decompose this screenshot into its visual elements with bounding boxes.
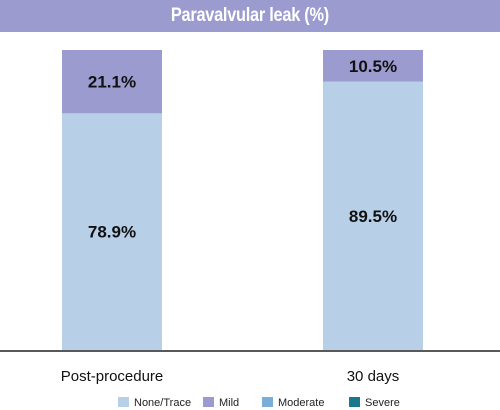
chart-title-bar: Paravalvular leak (%) [0,0,500,32]
legend-swatch-moderate [262,397,273,407]
x-tick-label: Post-procedure [61,368,164,385]
legend-label: Mild [219,397,239,409]
data-label: 21.1% [88,73,136,92]
data-label: 78.9% [88,223,136,242]
data-label: 10.5% [349,57,397,76]
bar-segment-mild-1 [62,50,162,114]
bar-segment-mild-2 [323,50,423,82]
legend-swatch-severe [349,397,360,407]
chart-title: Paravalvular leak (%) [170,5,330,26]
legend-label: Moderate [278,397,324,409]
legend-swatch-none-trace [118,397,129,407]
legend-label: Severe [365,397,400,409]
legend-swatch-mild [203,397,214,407]
bar-segment-none-trace-2 [323,81,423,350]
data-label: 89.5% [349,207,397,226]
bar-segment-none-trace-1 [62,113,162,350]
x-tick-label: 30 days [347,368,400,385]
legend-label: None/Trace [134,397,191,409]
